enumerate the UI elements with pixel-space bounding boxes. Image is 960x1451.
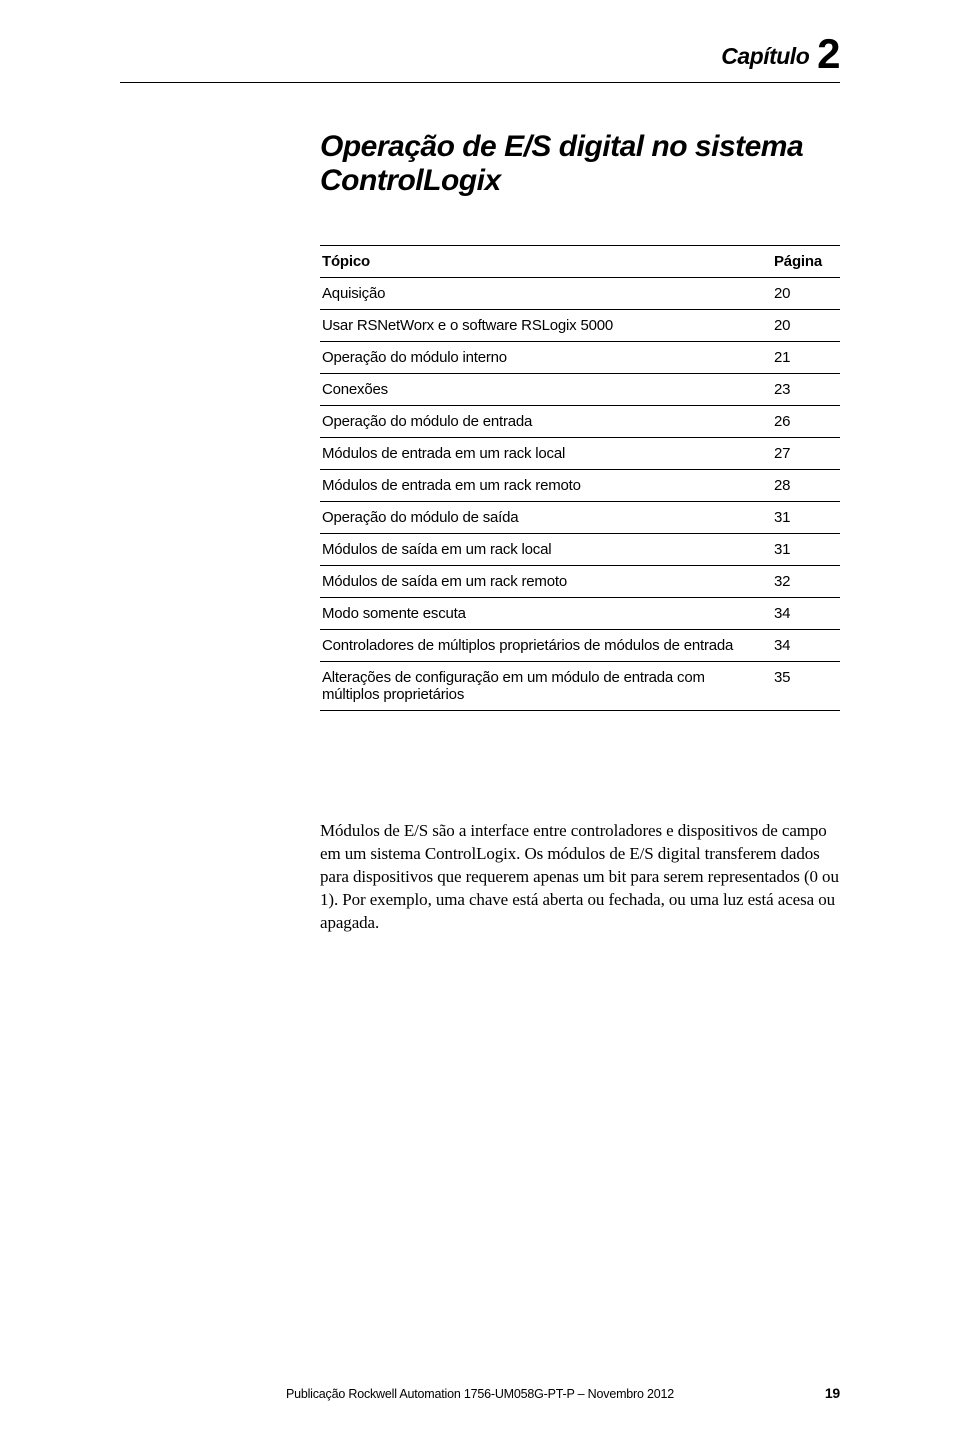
- toc-row: Operação do módulo interno21: [320, 342, 840, 374]
- toc-row: Operação do módulo de entrada26: [320, 406, 840, 438]
- toc-row: Controladores de múltiplos proprietários…: [320, 630, 840, 662]
- toc-topic: Aquisição: [320, 278, 772, 310]
- footer-publication: Publicação Rockwell Automation 1756-UM05…: [120, 1387, 840, 1401]
- toc-page: 21: [772, 342, 840, 374]
- toc-page: 31: [772, 502, 840, 534]
- toc-page: 34: [772, 598, 840, 630]
- toc-header-row: Tópico Página: [320, 246, 840, 278]
- toc-table: Tópico Página Aquisição20Usar RSNetWorx …: [320, 245, 840, 711]
- toc-topic: Módulos de saída em um rack local: [320, 534, 772, 566]
- toc-row: Operação do módulo de saída31: [320, 502, 840, 534]
- toc-row: Alterações de configuração em um módulo …: [320, 662, 840, 711]
- toc-page: 34: [772, 630, 840, 662]
- toc-row: Módulos de entrada em um rack remoto28: [320, 470, 840, 502]
- toc-topic: Operação do módulo interno: [320, 342, 772, 374]
- page: Capítulo 2 Operação de E/S digital no si…: [0, 0, 960, 1451]
- toc-topic: Alterações de configuração em um módulo …: [320, 662, 772, 711]
- toc-topic: Modo somente escuta: [320, 598, 772, 630]
- toc-topic: Conexões: [320, 374, 772, 406]
- toc-page: 23: [772, 374, 840, 406]
- toc-header-page: Página: [772, 246, 840, 278]
- toc-page: 35: [772, 662, 840, 711]
- footer: Publicação Rockwell Automation 1756-UM05…: [120, 1387, 840, 1401]
- toc-row: Conexões23: [320, 374, 840, 406]
- toc-row: Usar RSNetWorx e o software RSLogix 5000…: [320, 310, 840, 342]
- toc-row: Modo somente escuta34: [320, 598, 840, 630]
- toc-row: Módulos de saída em um rack local31: [320, 534, 840, 566]
- toc-page: 27: [772, 438, 840, 470]
- toc-page: 20: [772, 278, 840, 310]
- chapter-title: Operação de E/S digital no sistema Contr…: [320, 130, 840, 198]
- toc-topic: Controladores de múltiplos proprietários…: [320, 630, 772, 662]
- footer-page-number: 19: [825, 1385, 840, 1401]
- toc-topic: Módulos de entrada em um rack local: [320, 438, 772, 470]
- toc-topic: Módulos de entrada em um rack remoto: [320, 470, 772, 502]
- chapter-label: Capítulo 2: [721, 30, 840, 78]
- toc-topic: Usar RSNetWorx e o software RSLogix 5000: [320, 310, 772, 342]
- toc-page: 31: [772, 534, 840, 566]
- toc-topic: Operação do módulo de entrada: [320, 406, 772, 438]
- toc-page: 32: [772, 566, 840, 598]
- toc-page: 26: [772, 406, 840, 438]
- toc-topic: Operação do módulo de saída: [320, 502, 772, 534]
- chapter-number: 2: [817, 30, 840, 77]
- toc-topic: Módulos de saída em um rack remoto: [320, 566, 772, 598]
- toc-page: 28: [772, 470, 840, 502]
- body-paragraph: Módulos de E/S são a interface entre con…: [320, 820, 840, 935]
- chapter-prefix: Capítulo: [721, 43, 809, 69]
- toc-row: Módulos de saída em um rack remoto32: [320, 566, 840, 598]
- toc-page: 20: [772, 310, 840, 342]
- toc-row: Aquisição20: [320, 278, 840, 310]
- header-rule: [120, 82, 840, 83]
- toc-row: Módulos de entrada em um rack local27: [320, 438, 840, 470]
- toc-header-topic: Tópico: [320, 246, 772, 278]
